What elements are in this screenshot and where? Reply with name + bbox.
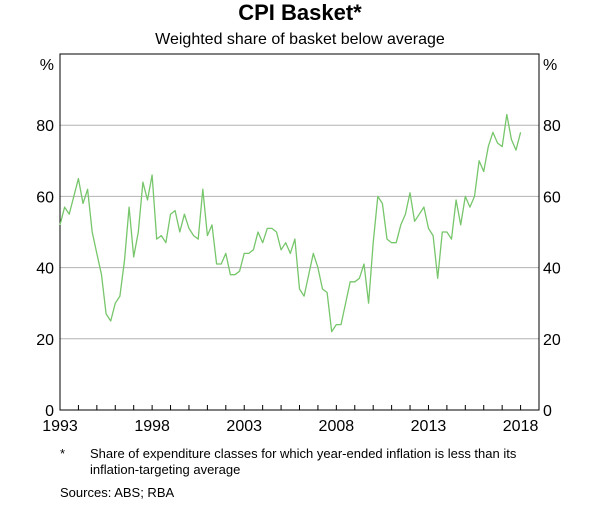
- x-tick-2008: 2008: [319, 418, 355, 435]
- y-tick-left-40: 40: [36, 261, 54, 278]
- x-tick-2003: 2003: [226, 418, 262, 435]
- series-line-0: [59, 113, 522, 333]
- x-tick-2018: 2018: [503, 418, 539, 435]
- y-tick-left-80: 80: [36, 118, 54, 135]
- sources-text: Sources: ABS; RBA: [60, 485, 175, 500]
- x-tick-2013: 2013: [411, 418, 447, 435]
- y-unit-left: %: [40, 57, 54, 74]
- y-tick-right-40: 40: [543, 261, 561, 278]
- chart-subtitle: Weighted share of basket below average: [155, 31, 445, 48]
- y-tick-right-80: 80: [543, 118, 561, 135]
- y-tick-left-0: 0: [45, 403, 54, 420]
- chart-area: 0 0 20 20 40 40 60 60 80 80% % 1993 1998 2003 2008 2013…: [36, 53, 561, 435]
- y-tick-right-60: 60: [543, 189, 561, 206]
- y-unit-right: %: [543, 57, 557, 74]
- y-tick-right-20: 20: [543, 332, 561, 349]
- y-tick-right-0: 0: [543, 403, 552, 420]
- x-tick-1998: 1998: [134, 418, 170, 435]
- footnote-text: Share of expenditure classes for which y…: [90, 446, 517, 477]
- y-tick-left-60: 60: [36, 189, 54, 206]
- y-tick-left-20: 20: [36, 332, 54, 349]
- x-tick-1993: 1993: [42, 418, 78, 435]
- footnote-marker: *: [60, 446, 66, 461]
- chart-title: CPI Basket*: [238, 0, 362, 25]
